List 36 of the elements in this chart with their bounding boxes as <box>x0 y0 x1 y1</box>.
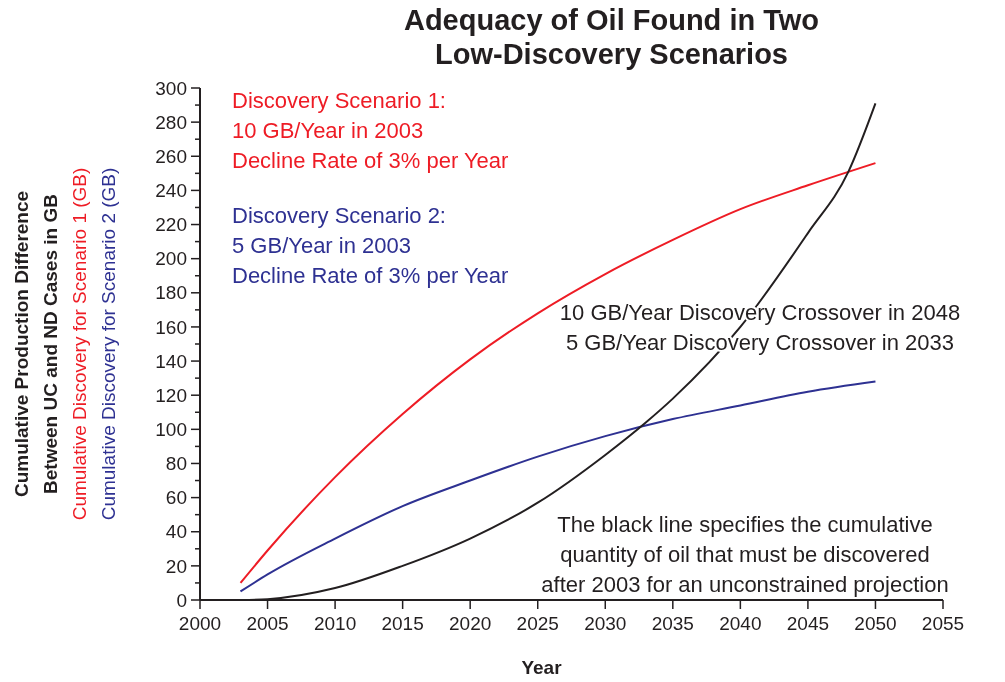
x-tick-label: 2010 <box>313 613 357 634</box>
annotation: Discovery Scenario 2: 5 GB/Year in 2003 Decline Rate of 3% per Year <box>232 203 509 288</box>
y-tick-label: 220 <box>155 214 187 236</box>
text: Cumulative Discovery for Scenario 1 (GB) <box>69 167 90 521</box>
y-tick-label: 120 <box>155 384 187 406</box>
x-tick-label: 2025 <box>516 613 559 634</box>
chart-title: Adequacy of Oil Found in Two Low-Discovery Scenarios <box>403 4 820 70</box>
x-tick-label: 2040 <box>719 613 762 634</box>
y-tick-label: 160 <box>155 316 187 338</box>
y-axis-title: Cumulative Production Difference Between UC and ND Cases in GB <box>11 190 61 498</box>
x-tick-label: 2005 <box>246 613 289 634</box>
x-axis-title: Year <box>521 657 563 678</box>
y-tick-label: 100 <box>155 418 187 440</box>
y-tick-label: 60 <box>165 487 187 509</box>
y-tick-label: 0 <box>176 589 187 611</box>
x-tick-label: 2045 <box>786 613 830 634</box>
annotation: The black line specifies the cumulative quantity of oil that must be discovered after 2003 for an unconstrained projection <box>541 512 949 597</box>
y-tick-label: 300 <box>155 77 187 99</box>
y-tick-label: 140 <box>155 350 187 372</box>
y-tick-label: 180 <box>155 282 187 304</box>
y-tick-label: 260 <box>155 145 187 167</box>
x-tick-label: 2055 <box>921 613 965 634</box>
x-tick-label: 2030 <box>584 613 627 634</box>
y-tick-label: 20 <box>165 555 187 577</box>
y-tick-label: 200 <box>155 248 187 270</box>
y-tick-label: 240 <box>155 180 187 202</box>
y-tick-label: 280 <box>155 111 187 133</box>
y-tick-label: 40 <box>165 521 187 543</box>
y-tick-label: 80 <box>165 453 187 475</box>
x-tick-label: 2000 <box>178 613 222 634</box>
text: Cumulative Discovery for Scenario 2 (GB) <box>98 167 119 521</box>
annotation: Discovery Scenario 1: 10 GB/Year in 2003 Decline Rate of 3% per Year <box>232 88 509 173</box>
x-tick-label: 2020 <box>449 613 492 634</box>
x-tick-label: 2050 <box>854 613 897 634</box>
x-tick-label: 2035 <box>651 613 694 634</box>
x-tick-label: 2015 <box>381 613 424 634</box>
